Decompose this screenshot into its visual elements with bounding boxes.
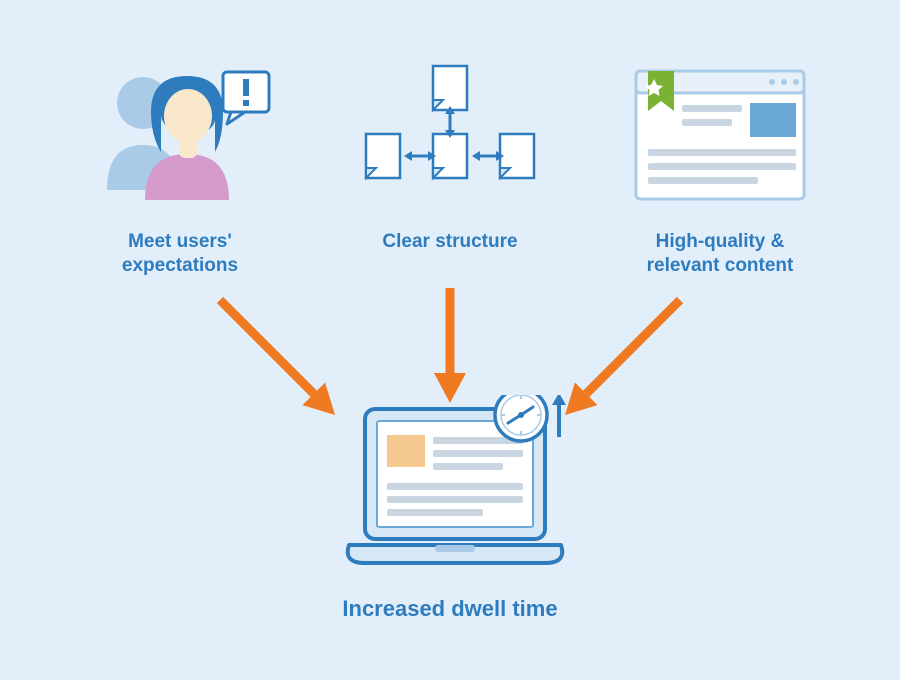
content-label: High-quality & relevant content	[610, 230, 830, 278]
infographic-stage: Meet users' expectations Clear structure…	[0, 0, 900, 680]
content-icon	[630, 65, 810, 220]
structure-icon	[360, 60, 540, 225]
users-label: Meet users' expectations	[70, 230, 290, 278]
users-icon	[95, 60, 275, 225]
laptop-icon	[335, 395, 575, 595]
structure-label: Clear structure	[340, 230, 560, 254]
result-label: Increased dwell time	[250, 595, 650, 623]
